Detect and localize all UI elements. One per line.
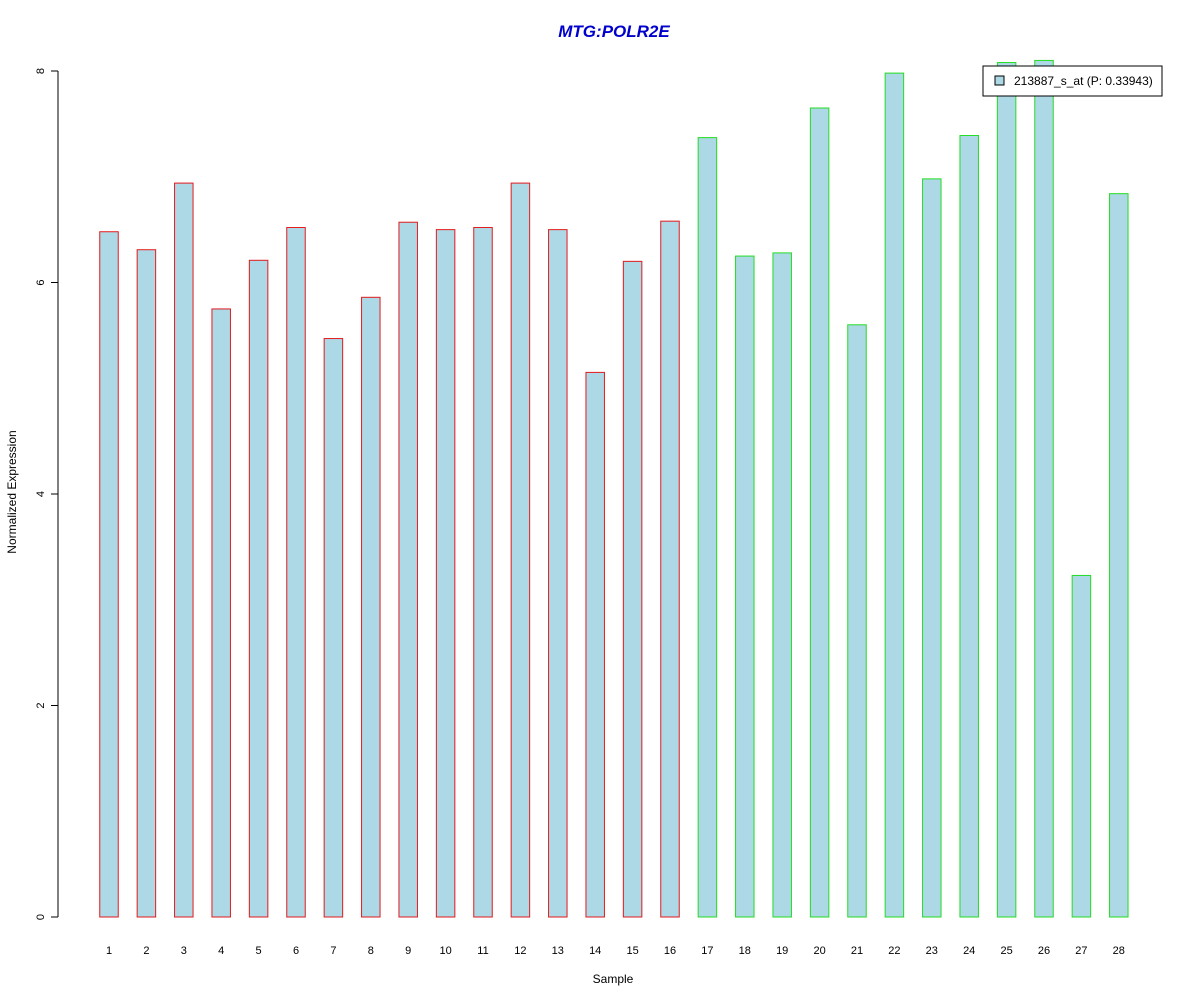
x-tick-label: 6 <box>293 945 299 957</box>
x-tick-label: 27 <box>1075 945 1087 957</box>
bar-sample-14 <box>585 371 605 918</box>
x-tick-label: 7 <box>330 945 336 957</box>
y-axis-label: Normalized Expression <box>5 430 19 553</box>
x-tick-label: 23 <box>926 945 938 957</box>
x-tick-label: 21 <box>851 945 863 957</box>
chart-title: MTG:POLR2E <box>558 22 670 41</box>
bar-sample-3 <box>174 182 194 918</box>
x-tick-label: 25 <box>1000 945 1012 957</box>
bar-sample-24 <box>959 135 979 918</box>
bar-sample-8 <box>361 296 381 918</box>
x-tick-label: 4 <box>218 945 224 957</box>
y-tick-label: 0 <box>35 914 47 920</box>
legend-swatch <box>994 75 1005 86</box>
bar-sample-19 <box>772 252 792 918</box>
x-tick-label: 20 <box>813 945 825 957</box>
x-tick-label: 9 <box>405 945 411 957</box>
x-tick-label: 10 <box>439 945 451 957</box>
x-tick-label: 16 <box>664 945 676 957</box>
bar-sample-7 <box>323 338 344 918</box>
legend-label: 213887_s_at (P: 0.33943) <box>1014 74 1153 88</box>
bar-sample-13 <box>548 229 568 918</box>
bar-sample-17 <box>697 137 718 918</box>
bar-sample-11 <box>473 227 493 918</box>
x-tick-label: 24 <box>963 945 975 957</box>
x-tick-label: 22 <box>888 945 900 957</box>
bar-sample-20 <box>809 107 830 918</box>
x-tick-label: 1 <box>106 945 112 957</box>
x-tick-label: 12 <box>514 945 526 957</box>
bar-sample-23 <box>922 178 942 918</box>
x-tick-label: 8 <box>368 945 374 957</box>
bar-sample-6 <box>286 227 306 918</box>
x-tick-label: 14 <box>589 945 601 957</box>
x-tick-label: 17 <box>701 945 713 957</box>
y-axis: 0 2 4 6 8 <box>35 68 59 920</box>
bar-sample-28 <box>1109 193 1129 918</box>
bar-sample-27 <box>1071 574 1092 918</box>
bar-sample-21 <box>847 324 867 918</box>
x-tick-label: 19 <box>776 945 788 957</box>
x-tick-label: 15 <box>626 945 638 957</box>
legend: 213887_s_at (P: 0.33943) <box>982 65 1163 97</box>
bar-sample-4 <box>211 308 231 918</box>
x-tick-labels: 1 2 3 4 5 6 7 8 9 10 11 12 13 14 15 16 17 18 19 20 21 22 23 24 2… <box>106 945 1125 957</box>
x-axis-label: Sample <box>593 972 634 986</box>
x-tick-label: 18 <box>739 945 751 957</box>
x-tick-label: 5 <box>256 945 262 957</box>
bar-sample-9 <box>398 221 418 918</box>
x-tick-label: 28 <box>1113 945 1125 957</box>
bar-sample-2 <box>136 249 157 918</box>
bar-sample-5 <box>248 259 269 918</box>
bar-sample-15 <box>622 260 643 918</box>
bar-sample-12 <box>510 182 531 918</box>
bar-sample-26 <box>1034 59 1054 918</box>
y-tick-label: 6 <box>35 279 47 285</box>
bar-sample-22 <box>884 72 905 918</box>
x-tick-label: 2 <box>143 945 149 957</box>
bar-sample-10 <box>435 229 456 918</box>
x-tick-label: 3 <box>181 945 187 957</box>
x-tick-label: 26 <box>1038 945 1050 957</box>
bars <box>99 59 1129 918</box>
bar-sample-25 <box>996 62 1017 918</box>
bar-sample-1 <box>99 231 119 918</box>
y-tick-label: 4 <box>35 491 47 497</box>
legend-box <box>982 65 1163 97</box>
x-tick-label: 13 <box>552 945 564 957</box>
x-tick-label: 11 <box>477 945 488 957</box>
y-tick-label: 8 <box>35 68 47 74</box>
bar-sample-18 <box>735 255 755 918</box>
bar-sample-16 <box>660 220 680 918</box>
y-tick-label: 2 <box>35 702 47 708</box>
